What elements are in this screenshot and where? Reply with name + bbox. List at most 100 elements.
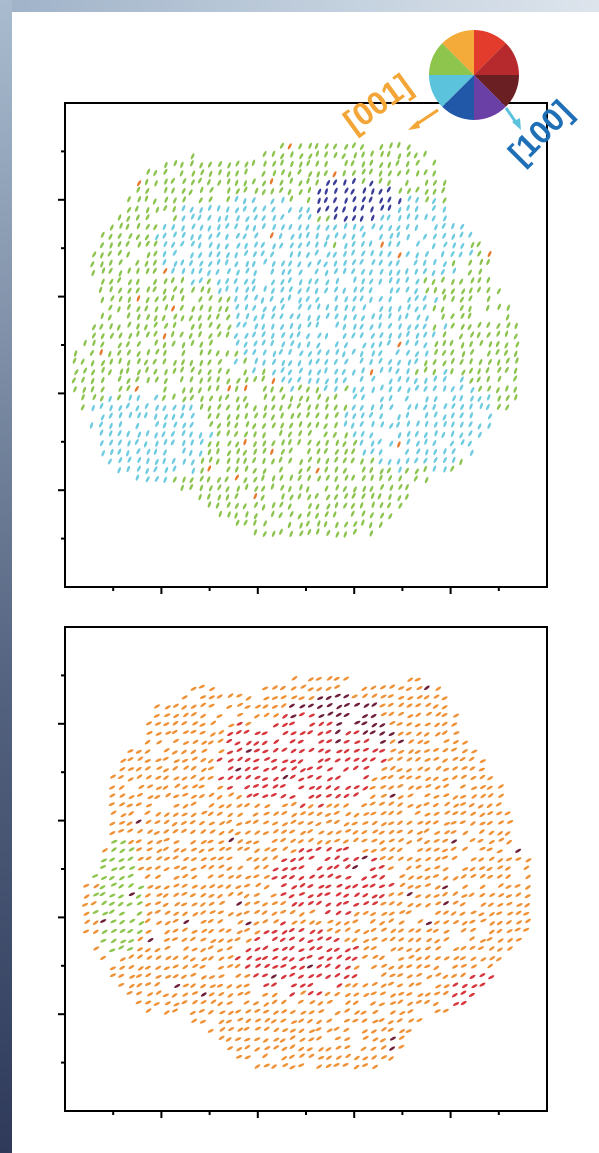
- orientation-dot: [361, 1018, 368, 1023]
- orientation-dot: [182, 439, 186, 447]
- orientation-dot: [299, 161, 303, 168]
- orientation-dot: [416, 240, 420, 247]
- orientation-dot: [181, 215, 186, 222]
- orientation-dot: [244, 161, 249, 168]
- orientation-dot: [245, 840, 252, 845]
- orientation-dot: [165, 792, 172, 798]
- orientation-dot: [298, 1018, 305, 1023]
- orientation-dot: [308, 837, 314, 843]
- orientation-dot: [173, 1002, 180, 1007]
- orientation-dot: [118, 270, 123, 277]
- orientation-dot: [497, 395, 501, 402]
- orientation-dot: [282, 822, 288, 827]
- orientation-dot: [163, 748, 170, 753]
- orientation-dot: [208, 241, 213, 248]
- orientation-dot: [273, 713, 280, 718]
- orientation-dot: [172, 766, 179, 771]
- orientation-dot: [405, 286, 410, 293]
- orientation-dot: [497, 858, 504, 863]
- orientation-dot: [513, 367, 518, 375]
- orientation-dot: [354, 892, 360, 898]
- orientation-dot: [111, 867, 118, 872]
- orientation-dot: [406, 892, 413, 897]
- orientation-dot: [207, 766, 215, 771]
- orientation-dot: [370, 448, 375, 455]
- orientation-dot: [352, 196, 357, 203]
- orientation-dot: [281, 332, 286, 339]
- orientation-dot: [110, 928, 118, 933]
- orientation-dot: [317, 1056, 325, 1060]
- orientation-dot: [515, 341, 520, 348]
- orientation-dot: [318, 874, 325, 879]
- orientation-dot: [459, 421, 464, 428]
- orientation-dot: [325, 686, 332, 691]
- orientation-dot: [343, 822, 350, 827]
- orientation-dot: [451, 839, 458, 844]
- orientation-dot: [246, 740, 252, 746]
- orientation-dot: [308, 785, 316, 790]
- color-wheel-sector: [442, 75, 474, 120]
- orientation-dot: [416, 420, 420, 427]
- orientation-dot: [468, 231, 473, 238]
- orientation-dot: [236, 215, 240, 222]
- orientation-dot: [471, 794, 478, 799]
- orientation-dot: [317, 349, 322, 356]
- orientation-dot: [207, 349, 212, 356]
- orientation-dot: [109, 821, 116, 826]
- orientation-dot: [281, 196, 285, 204]
- orientation-dot: [470, 927, 477, 932]
- orientation-dot: [218, 169, 222, 176]
- orientation-dot: [415, 982, 422, 986]
- orientation-dot: [192, 721, 199, 726]
- orientation-dot: [344, 197, 348, 204]
- orientation-dot: [154, 820, 161, 825]
- orientation-dot: [440, 268, 445, 276]
- orientation-dot: [207, 465, 212, 472]
- orientation-dot: [416, 831, 424, 835]
- orientation-dot: [243, 197, 247, 205]
- orientation-dot: [345, 730, 352, 736]
- orientation-dot: [163, 885, 170, 890]
- orientation-dot: [369, 867, 376, 872]
- orientation-dot: [244, 332, 249, 339]
- orientation-dot: [262, 468, 267, 475]
- orientation-dot: [136, 982, 143, 988]
- orientation-dot: [216, 476, 222, 483]
- orientation-dot: [83, 883, 90, 888]
- orientation-dot: [181, 359, 185, 366]
- orientation-dot: [327, 767, 334, 772]
- orientation-dot: [181, 187, 186, 194]
- orientation-dot: [192, 963, 199, 969]
- orientation-dot: [118, 820, 126, 825]
- orientation-dot: [287, 171, 292, 178]
- orientation-dot: [155, 812, 162, 817]
- orientation-dot: [263, 884, 270, 890]
- orientation-dot: [415, 440, 420, 447]
- orientation-dot: [128, 279, 132, 286]
- orientation-dot: [359, 286, 365, 293]
- orientation-dot: [234, 956, 241, 961]
- orientation-dot: [254, 936, 261, 942]
- orientation-dot: [208, 196, 213, 203]
- orientation-dot: [498, 837, 505, 842]
- orientation-dot: [208, 1009, 214, 1015]
- orientation-dot: [218, 305, 223, 313]
- orientation-dot: [199, 341, 204, 348]
- orientation-dot: [396, 231, 400, 239]
- orientation-dot: [326, 721, 333, 726]
- orientation-dot: [361, 519, 365, 526]
- orientation-dot: [173, 313, 178, 320]
- orientation-dot: [317, 803, 324, 808]
- orientation-dot: [136, 792, 144, 797]
- orientation-dot: [307, 703, 314, 708]
- orientation-dot: [297, 323, 302, 330]
- orientation-dot: [334, 368, 339, 375]
- orientation-dot: [443, 420, 447, 428]
- orientation-dot: [145, 267, 150, 275]
- orientation-dot: [460, 312, 465, 319]
- orientation-dot: [408, 739, 415, 744]
- orientation-dot: [198, 296, 203, 303]
- orientation-dot: [396, 810, 403, 815]
- orientation-dot: [101, 267, 106, 274]
- orientation-dot: [523, 865, 530, 870]
